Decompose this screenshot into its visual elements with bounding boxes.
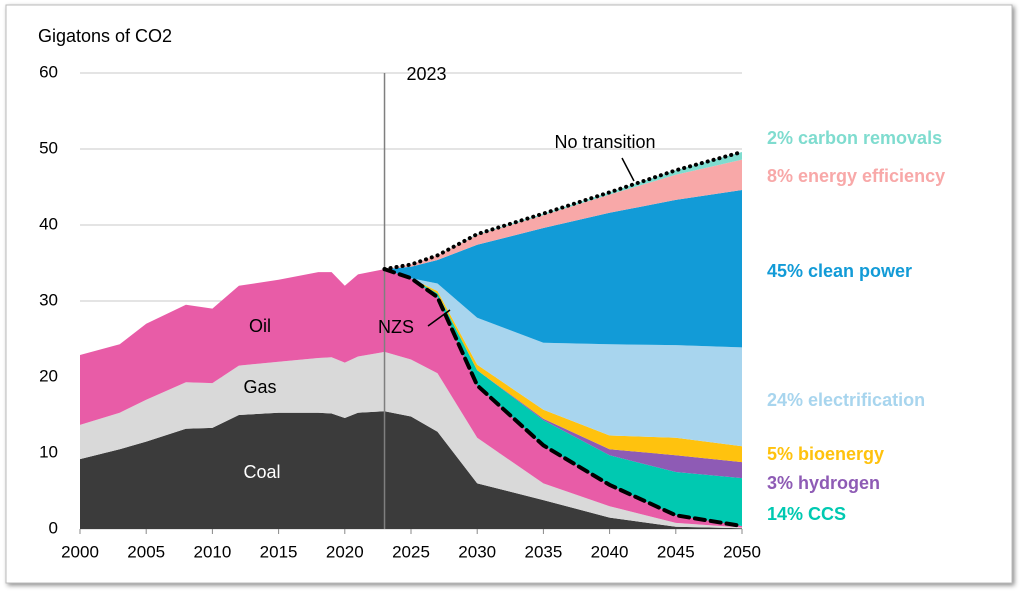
y-tick-label: 20	[39, 366, 58, 385]
area	[80, 351, 742, 529]
y-axis-label: Gigatons of CO2	[38, 26, 172, 46]
legend-label: 14% CCS	[767, 504, 846, 524]
x-tick-label: 2040	[591, 542, 629, 561]
line-label: NZS	[378, 317, 414, 337]
annotation-pointer	[621, 157, 635, 182]
area	[80, 411, 742, 529]
y-tick-label: 50	[39, 138, 58, 157]
series-label: Gas	[243, 377, 276, 397]
area	[384, 269, 742, 526]
x-tick-label: 2000	[61, 542, 99, 561]
series-label: Oil	[249, 316, 271, 336]
x-tick-label: 2030	[458, 542, 496, 561]
area	[384, 159, 742, 270]
x-tick-label: 2005	[127, 542, 165, 561]
y-tick-label: 30	[39, 290, 58, 309]
area	[384, 152, 742, 270]
x-tick-label: 2020	[326, 542, 364, 561]
marker-label: 2023	[407, 64, 447, 84]
y-tick-label: 10	[39, 442, 58, 461]
legend-label: 2% carbon removals	[767, 128, 942, 148]
annotation-pointer	[427, 309, 451, 327]
x-tick-label: 2025	[392, 542, 430, 561]
y-tick-label: 60	[39, 62, 58, 81]
x-tick-label: 2045	[657, 542, 695, 561]
legend-label: 5% bioenergy	[767, 444, 884, 464]
area	[384, 190, 742, 348]
y-tick-label: 0	[49, 518, 58, 537]
line-label: No transition	[554, 132, 655, 152]
scenario-line	[382, 150, 744, 272]
area	[80, 269, 742, 528]
series-label: Coal	[243, 462, 280, 482]
legend-label: 3% hydrogen	[767, 473, 880, 493]
legend-label: 8% energy efficiency	[767, 166, 945, 186]
legend-label: 24% electrification	[767, 390, 925, 410]
area	[384, 269, 742, 447]
scenario-line	[382, 267, 744, 528]
area	[384, 269, 742, 463]
x-tick-label: 2050	[723, 542, 761, 561]
x-tick-label: 2035	[524, 542, 562, 561]
legend-label: 45% clean power	[767, 261, 912, 281]
x-tick-label: 2010	[193, 542, 231, 561]
y-tick-label: 40	[39, 214, 58, 233]
x-tick-label: 2015	[260, 542, 298, 561]
